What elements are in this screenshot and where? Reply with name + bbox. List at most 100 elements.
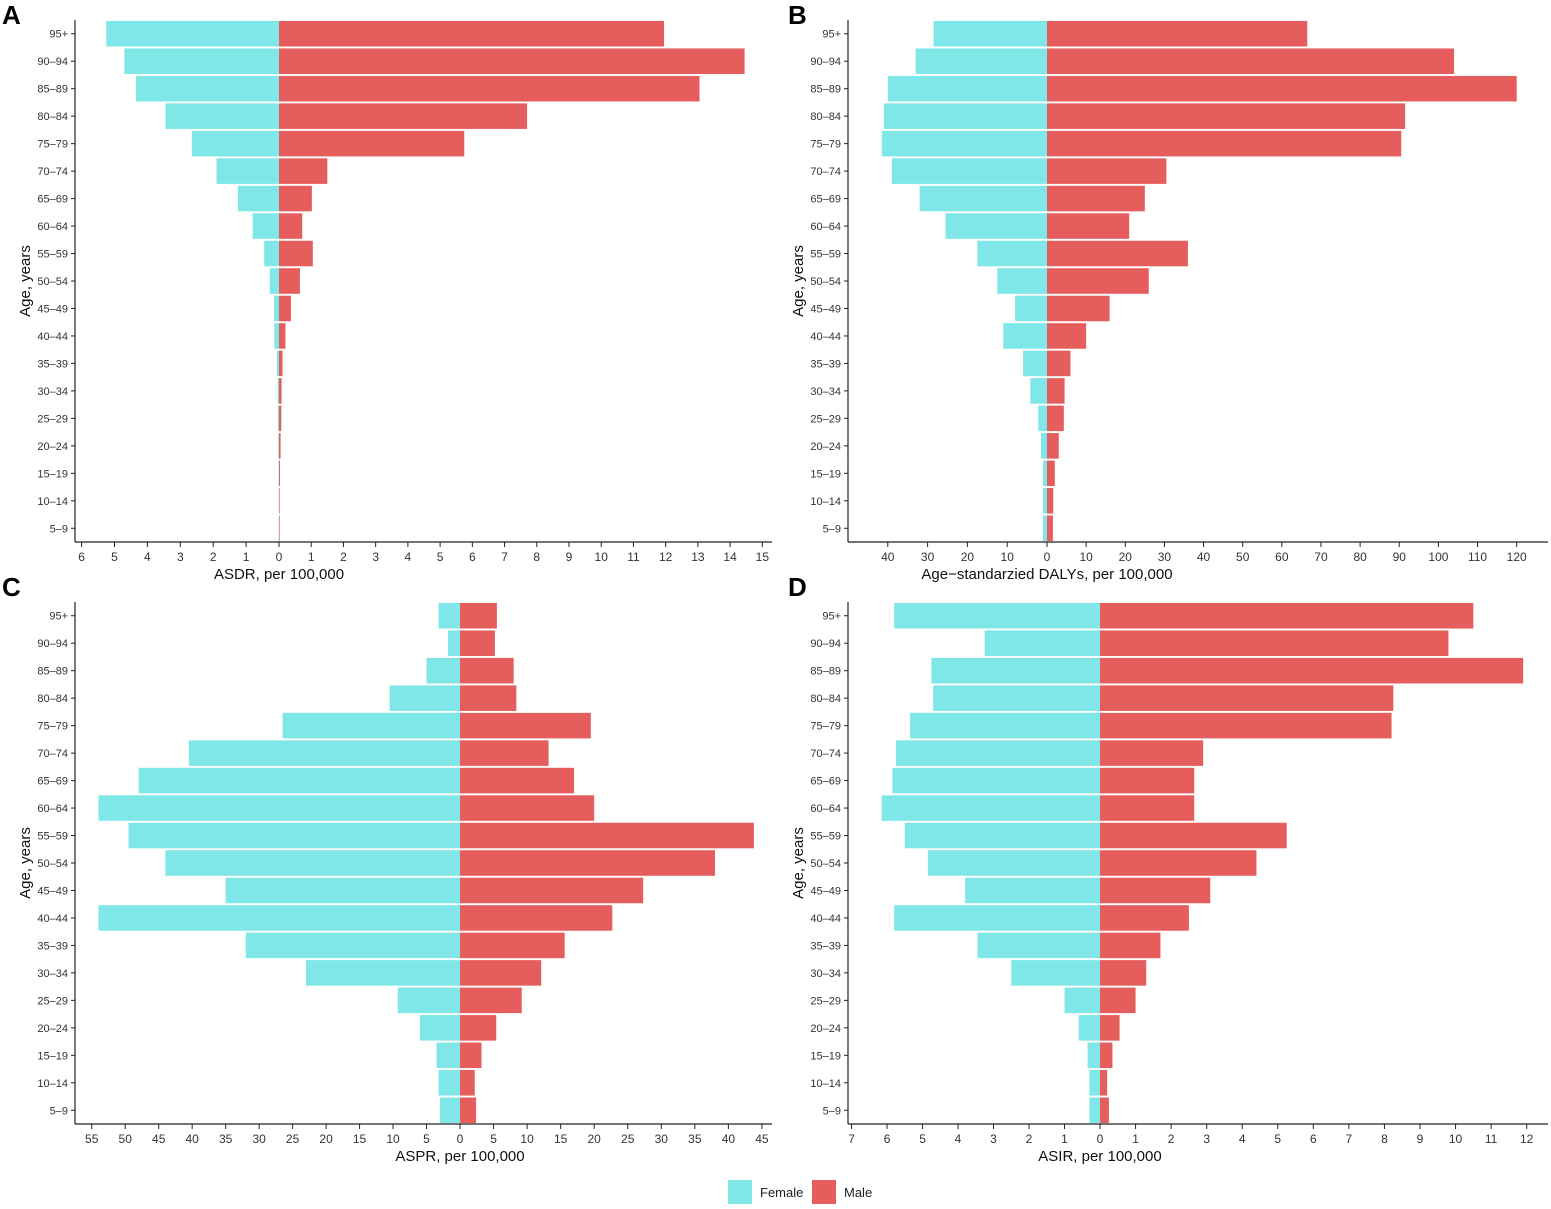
y-tick-label: 80–84 <box>37 111 68 123</box>
y-tick-label: 20–24 <box>37 441 68 453</box>
bar-female <box>1078 1015 1100 1041</box>
bar-male <box>1100 960 1147 986</box>
bar-male <box>460 740 549 766</box>
x-tick-label: 45 <box>755 1132 769 1146</box>
bar-female <box>165 850 461 876</box>
bar-male <box>460 685 517 711</box>
y-tick-label: 70–74 <box>810 166 841 178</box>
y-tick-label: 10–14 <box>810 496 841 508</box>
y-tick-label: 45–49 <box>37 885 68 897</box>
bar-female <box>389 685 460 711</box>
x-tick-label: 30 <box>1158 550 1172 564</box>
y-tick-label: 65–69 <box>37 194 68 206</box>
bar-female <box>438 602 460 629</box>
y-tick-label: 25–29 <box>810 995 841 1007</box>
bar-male <box>279 268 300 294</box>
y-tick-label: 25–29 <box>37 413 68 425</box>
bar-male <box>1047 213 1130 239</box>
bar-female <box>397 987 460 1014</box>
bar-male <box>279 103 528 129</box>
bar-female <box>1089 1070 1100 1096</box>
y-tick-label: 85–89 <box>37 84 68 96</box>
bar-male <box>1047 130 1402 157</box>
x-tick-label: 4 <box>1239 1132 1246 1146</box>
y-tick-label: 40–44 <box>810 331 841 343</box>
x-tick-label: 100 <box>1428 550 1448 564</box>
bar-female <box>919 185 1047 212</box>
bar-female <box>997 268 1047 294</box>
x-tick-label: 6 <box>469 550 476 564</box>
bar-female <box>278 488 280 514</box>
x-tick-label: 6 <box>884 1132 891 1146</box>
bar-male <box>279 158 328 184</box>
x-axis-title: ASDR, per 100,000 <box>214 566 344 583</box>
y-tick-label: 65–69 <box>810 776 841 788</box>
panel-letter: C <box>2 572 21 602</box>
bar-male <box>460 960 542 986</box>
bar-female <box>439 1097 460 1124</box>
x-tick-label: 20 <box>319 1132 333 1146</box>
y-tick-label: 85–89 <box>810 84 841 96</box>
bar-male <box>460 630 495 656</box>
panel-letter: D <box>788 572 807 602</box>
x-tick-label: 7 <box>1346 1132 1353 1146</box>
bar-female <box>188 740 460 766</box>
y-tick-label: 70–74 <box>37 748 68 760</box>
bar-male <box>1100 905 1189 931</box>
bar-female <box>278 433 279 459</box>
bar-female <box>277 350 279 377</box>
x-tick-label: 70 <box>1314 550 1328 564</box>
bar-male <box>460 822 754 849</box>
bar-male <box>1047 103 1406 129</box>
bar-male <box>1047 75 1517 102</box>
x-tick-label: 30 <box>655 1132 669 1146</box>
y-tick-label: 95+ <box>49 611 68 623</box>
x-tick-label: 30 <box>252 1132 266 1146</box>
x-tick-label: 5 <box>919 1132 926 1146</box>
bar-male <box>1047 460 1055 487</box>
y-tick-label: 95+ <box>822 29 841 41</box>
bar-male <box>279 460 280 487</box>
x-tick-label: 1 <box>1061 1132 1068 1146</box>
x-tick-label: 9 <box>566 550 573 564</box>
y-tick-label: 75–79 <box>37 139 68 151</box>
x-tick-label: 80 <box>1353 550 1367 564</box>
x-tick-label: 5 <box>437 550 444 564</box>
x-tick-label: 20 <box>588 1132 602 1146</box>
bar-male <box>1100 795 1195 821</box>
x-tick-label: 55 <box>85 1132 99 1146</box>
bar-female <box>165 103 279 129</box>
y-tick-label: 90–94 <box>810 56 841 68</box>
bar-female <box>1003 323 1047 349</box>
bar-male <box>460 877 644 904</box>
y-tick-label: 95+ <box>822 611 841 623</box>
y-tick-label: 60–64 <box>37 803 68 815</box>
y-tick-label: 5–9 <box>823 1105 841 1117</box>
bar-female <box>106 20 280 47</box>
bar-female <box>282 712 460 739</box>
bar-male <box>279 350 283 377</box>
bar-male <box>1047 433 1059 459</box>
x-axis-title: Age−standarzied DALYs, per 100,000 <box>921 566 1172 583</box>
bar-male <box>1100 850 1257 876</box>
x-tick-label: 8 <box>533 550 540 564</box>
x-tick-label: 90 <box>1393 550 1407 564</box>
y-tick-label: 55–59 <box>810 831 841 843</box>
bar-female <box>269 268 279 294</box>
x-tick-label: 9 <box>1417 1132 1424 1146</box>
x-tick-label: 4 <box>144 550 151 564</box>
x-tick-label: 5 <box>1274 1132 1281 1146</box>
y-tick-label: 80–84 <box>810 693 841 705</box>
y-tick-label: 20–24 <box>810 441 841 453</box>
y-tick-label: 85–89 <box>37 666 68 678</box>
bar-male <box>279 488 280 514</box>
bar-female <box>438 1070 460 1096</box>
legend-female-label: Female <box>760 1185 803 1200</box>
bar-female <box>965 877 1100 904</box>
y-tick-label: 30–34 <box>37 968 68 980</box>
x-tick-label: 35 <box>219 1132 233 1146</box>
bar-female <box>1038 405 1047 432</box>
bar-male <box>1100 767 1195 794</box>
x-tick-label: 10 <box>1001 550 1015 564</box>
